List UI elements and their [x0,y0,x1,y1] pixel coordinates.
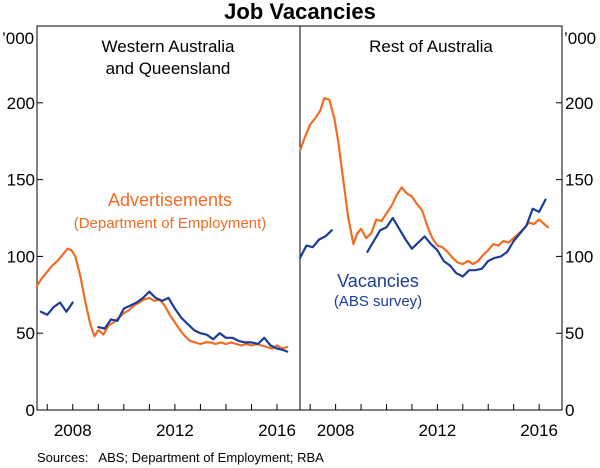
y-tick-label-left: 150 [7,171,35,190]
x-tick-label: 2012 [418,421,456,440]
y-tick-label-left: 100 [7,247,35,266]
vacancies-line-panel-right [366,198,547,278]
y-unit-right: ’000 [564,29,596,48]
source-note: Sources: ABS; Department of Employment; … [37,450,324,465]
y-tick-label-right: 0 [565,401,574,420]
y-tick-label-left: 50 [16,324,35,343]
y-tick-label-left: 0 [26,401,35,420]
advertisements-annotation-line2: (Department of Employment) [74,215,267,232]
y-tick-label-right: 200 [565,94,593,113]
x-tick-label: 2008 [54,421,92,440]
vacancies-annotation-line1: Vacancies [337,271,419,291]
y-tick-label-left: 200 [7,94,35,113]
panel-left-title-line1: Western Australia [102,37,235,56]
y-tick-label-right: 150 [565,171,593,190]
y-tick-label-right: 50 [565,324,584,343]
advertisements-line-panel-left [35,247,289,350]
x-tick-label: 2016 [520,421,558,440]
y-tick-label-right: 100 [565,247,593,266]
vacancies-line-panel-left [39,301,74,316]
x-tick-label: 2008 [317,421,355,440]
vacancies-line-panel-left [97,290,289,353]
chart-title: Job Vacancies [224,0,376,24]
vacancies-annotation-line2: (ABS survey) [334,293,422,310]
vacancies-line-panel-right [298,229,333,259]
advertisements-line-panel-right [298,97,550,266]
y-unit-left: ’000 [2,29,34,48]
series-lines [35,97,550,353]
panel-left-title-line2: and Queensland [106,59,231,78]
panel-right-title: Rest of Australia [369,37,493,56]
x-tick-label: 2016 [258,421,296,440]
x-tick-label: 2012 [156,421,194,440]
axis-ticks: 0 0 50 50 100 100 150 150 200 200 2008 2012 2016 2008… [7,94,594,440]
advertisements-annotation-line1: Advertisements [108,190,232,210]
